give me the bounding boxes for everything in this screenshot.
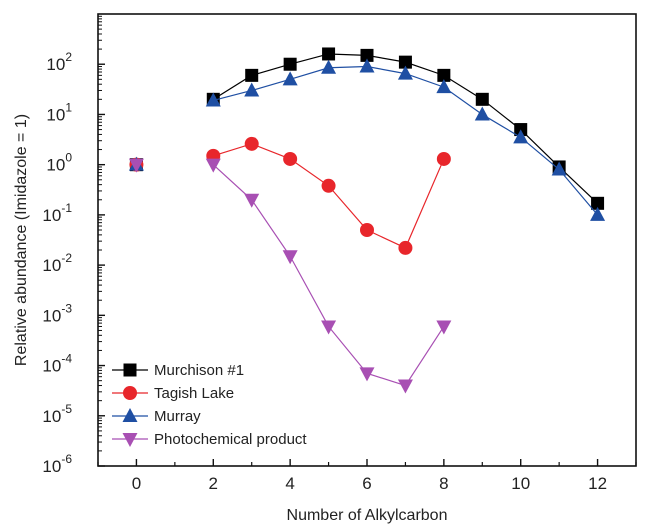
data-point [360,48,374,62]
y-tick-exponent: -3 [61,301,72,315]
y-tick-exponent: 1 [65,100,72,114]
y-tick-label: 102 [46,50,72,74]
data-point [282,250,298,265]
data-point [590,206,606,221]
data-point [436,320,452,335]
data-point [436,79,452,94]
legend-marker [123,363,137,377]
data-point [436,151,451,166]
legend: Murchison #1 Tagish Lake Murray Photochemic… [112,362,307,448]
data-point [321,320,337,335]
y-tick-exponent: -6 [61,452,72,466]
legend-item: Photochemical product [112,431,307,448]
x-axis-label: Number of Alkylcarbon [287,507,448,524]
x-tick-label: 0 [132,474,141,493]
data-point [398,240,413,255]
series-layer [128,47,606,394]
x-tick-label: 12 [588,474,607,493]
data-point [205,158,221,173]
series-2 [128,58,606,221]
y-tick-label: 10-2 [42,251,72,275]
data-point [397,65,413,80]
data-point [321,59,337,74]
x-tick-label: 8 [439,474,448,493]
x-axis: 0 2 4 6 8 10 12 [97,459,637,493]
data-point [245,68,259,82]
y-tick-exponent: 0 [65,151,72,165]
y-tick-label: 101 [46,100,72,124]
y-tick-label: 100 [46,151,72,175]
data-point [474,106,490,121]
y-tick-exponent: 2 [65,50,72,64]
y-tick-label: 10-1 [42,201,72,225]
data-point [283,151,298,166]
plot-area [128,47,606,394]
data-point [475,92,489,106]
y-tick-exponent: -4 [61,352,72,366]
data-point [282,71,298,86]
data-point [321,178,336,193]
series-line [213,65,599,216]
data-point [244,193,260,208]
data-point [397,379,413,394]
data-point [128,158,144,173]
legend-label: Tagish Lake [154,385,234,402]
data-point [359,58,375,73]
y-axis-label: Relative abundance (Imidazole = 1) [13,114,30,366]
legend-marker [122,408,138,422]
data-point [551,161,567,176]
y-tick-label: 10-3 [42,301,72,325]
y-tick-label: 10-6 [42,452,72,476]
y-tick-exponent: -5 [61,402,72,416]
data-point [322,47,336,61]
data-point [205,92,221,107]
legend-label: Murray [154,408,201,425]
legend-marker [122,433,138,447]
series-1 [129,136,451,255]
x-tick-label: 2 [209,474,218,493]
legend-label: Photochemical product [154,431,307,448]
data-point [513,129,529,144]
legend-item: Tagish Lake [112,385,234,402]
data-point [244,136,259,151]
x-tick-label: 10 [511,474,530,493]
series-3 [128,158,452,394]
y-tick-label: 10-4 [42,352,72,376]
data-point [283,57,297,71]
legend-label: Murchison #1 [154,362,244,379]
y-tick-label: 10-5 [42,402,72,426]
legend-item: Murchison #1 [112,362,244,379]
data-point [359,367,375,382]
y-tick-exponent: -2 [61,251,72,265]
data-point [360,223,374,238]
series-0 [129,47,605,210]
x-tick-label: 6 [362,474,371,493]
y-tick-exponent: -1 [61,201,72,215]
data-point [244,82,260,97]
data-point [437,68,451,82]
x-tick-label: 4 [285,474,294,493]
legend-item: Murray [112,408,201,425]
legend-marker [123,386,137,400]
data-point [398,55,412,69]
data-point [591,196,605,210]
